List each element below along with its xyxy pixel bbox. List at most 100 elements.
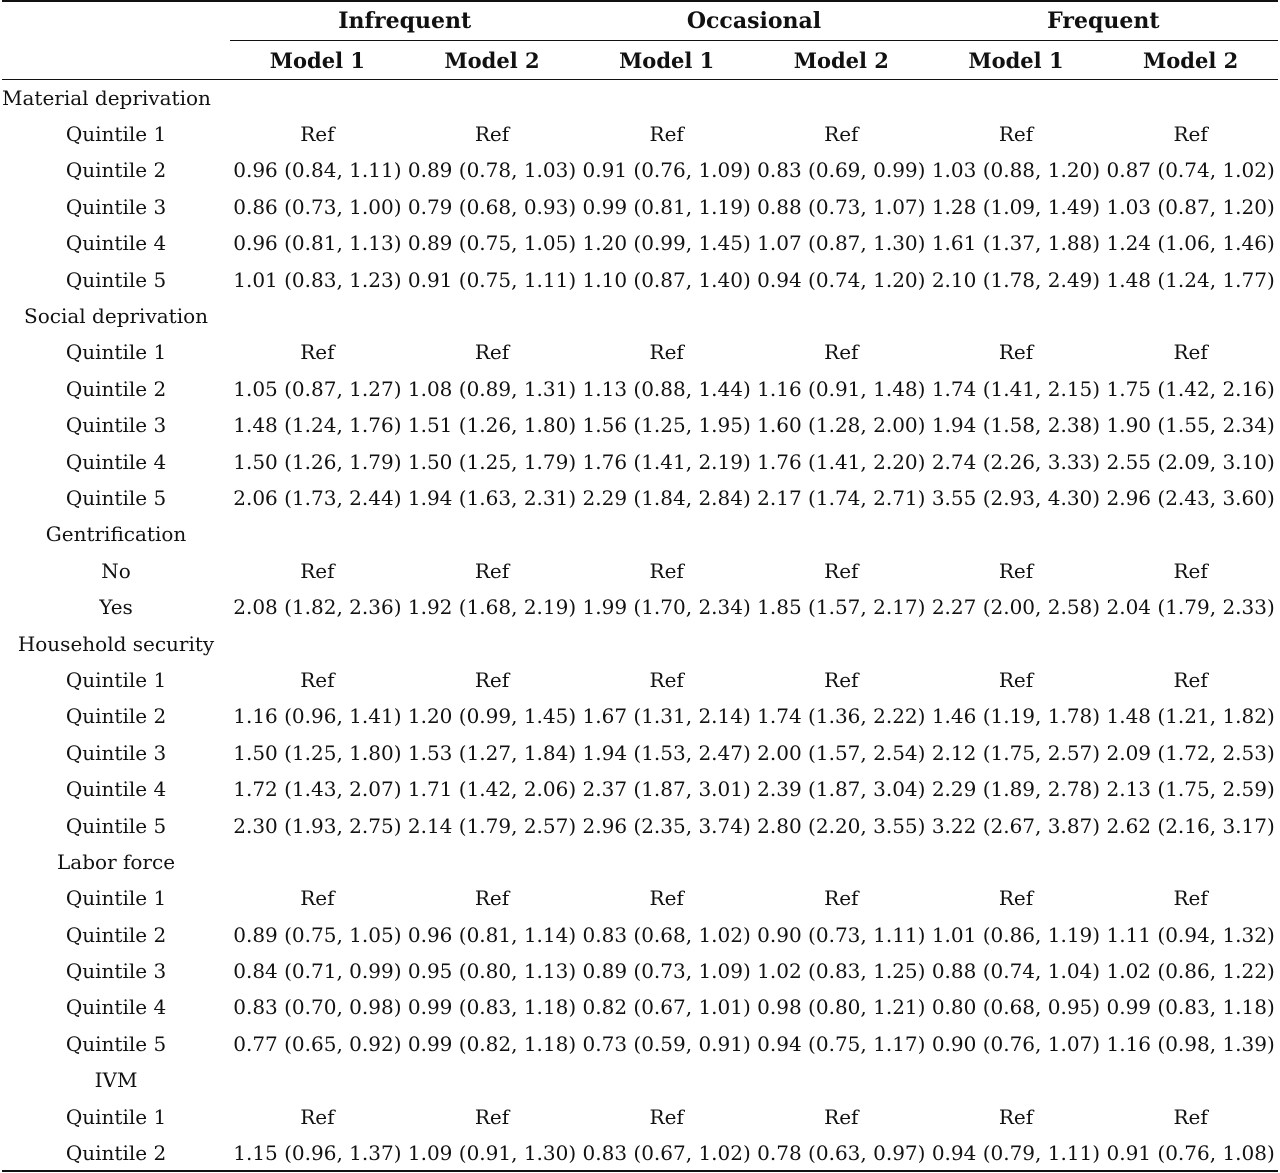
row-label: Quintile 3 (65, 740, 167, 765)
value-cell: 2.13 (1.75, 2.59) (1106, 777, 1275, 802)
value-cell: 2.12 (1.75, 2.57) (931, 740, 1101, 765)
table-row: Quintile 1 Ref Ref Ref Ref Ref Ref (2, 1098, 1278, 1134)
empty-cell (1103, 80, 1278, 116)
value-cell: 1.20 (0.99, 1.45) (582, 231, 751, 256)
value-cell: Ref (1173, 667, 1208, 692)
value-cell: 2.06 (1.73, 2.44) (233, 485, 402, 510)
empty-cell (929, 298, 1104, 334)
table-row: Quintile 3 0.84 (0.71, 0.99) 0.95 (0.80, 1… (2, 953, 1278, 989)
value-cell: 1.01 (0.86, 1.19) (931, 922, 1101, 947)
row-label: Quintile 1 (65, 667, 167, 692)
value-cell: 0.96 (0.81, 1.14) (407, 922, 577, 947)
empty-cell (230, 625, 405, 661)
value-cell: 2.55 (2.09, 3.10) (1106, 449, 1275, 474)
table-row: No Ref Ref Ref Ref Ref Ref (2, 553, 1278, 589)
value-cell: 2.17 (1.74, 2.71) (757, 485, 926, 510)
row-label: Quintile 4 (65, 449, 167, 474)
value-cell: 0.80 (0.68, 0.95) (931, 995, 1101, 1020)
model-header-row: Model 1 Model 2 Model 1 Model 2 Model 1 … (2, 41, 1278, 80)
value-cell: Ref (300, 340, 335, 365)
value-cell: Ref (824, 886, 859, 911)
corner-cell (2, 1, 230, 41)
value-cell: 1.92 (1.68, 2.19) (407, 595, 577, 620)
value-cell: Ref (1173, 558, 1208, 583)
section-label: Gentrification (45, 522, 187, 547)
value-cell: 0.91 (0.76, 1.09) (582, 158, 751, 183)
value-cell: 2.29 (1.84, 2.84) (582, 485, 751, 510)
row-label: Quintile 4 (65, 231, 167, 256)
empty-cell (754, 80, 929, 116)
value-cell: 2.09 (1.72, 2.53) (1106, 740, 1275, 765)
value-cell: 1.08 (0.89, 1.31) (407, 376, 577, 401)
section-label: Household security (17, 631, 215, 656)
value-cell: Ref (300, 1104, 335, 1129)
corner-cell (2, 41, 230, 80)
row-label: Quintile 1 (65, 340, 167, 365)
value-cell: 1.24 (1.06, 1.46) (1106, 231, 1275, 256)
value-cell: 1.71 (1.42, 2.06) (407, 777, 577, 802)
empty-cell (754, 516, 929, 552)
row-label: Quintile 3 (65, 413, 167, 438)
value-cell: 1.11 (0.94, 1.32) (1106, 922, 1275, 947)
value-cell: 0.86 (0.73, 1.00) (233, 194, 402, 219)
row-label: Yes (99, 595, 133, 620)
row-label: Quintile 1 (65, 122, 167, 147)
value-cell: 0.89 (0.75, 1.05) (407, 231, 577, 256)
table-row: Quintile 2 1.16 (0.96, 1.41) 1.20 (0.99, 1… (2, 698, 1278, 734)
value-cell: 1.72 (1.43, 2.07) (233, 777, 402, 802)
value-cell: 2.04 (1.79, 2.33) (1106, 595, 1275, 620)
empty-cell (405, 80, 580, 116)
value-cell: 0.99 (0.82, 1.18) (407, 1031, 577, 1056)
value-cell: 1.76 (1.41, 2.19) (582, 449, 751, 474)
section-label: IVM (94, 1068, 138, 1093)
value-cell: 1.48 (1.21, 1.82) (1106, 704, 1275, 729)
section-label: Material deprivation (2, 85, 211, 110)
table-row: Quintile 2 0.89 (0.75, 1.05) 0.96 (0.81, 1… (2, 916, 1278, 952)
value-cell: 1.16 (0.98, 1.39) (1106, 1031, 1275, 1056)
value-cell: 0.89 (0.78, 1.03) (407, 158, 577, 183)
value-cell: Ref (824, 122, 859, 147)
value-cell: 1.51 (1.26, 1.80) (407, 413, 577, 438)
empty-cell (1103, 516, 1278, 552)
value-cell: 0.84 (0.71, 0.99) (233, 959, 402, 984)
row-label: Quintile 2 (65, 376, 167, 401)
value-cell: 1.10 (0.87, 1.40) (582, 267, 751, 292)
value-cell: Ref (824, 558, 859, 583)
row-label: Quintile 1 (65, 886, 167, 911)
empty-cell (405, 844, 580, 880)
table-row: Yes 2.08 (1.82, 2.36) 1.92 (1.68, 2.19) 1.9… (2, 589, 1278, 625)
value-cell: 1.01 (0.83, 1.23) (233, 267, 402, 292)
value-cell: 1.07 (0.87, 1.30) (757, 231, 926, 256)
value-cell: Ref (474, 558, 510, 583)
value-cell: 0.88 (0.73, 1.07) (757, 194, 926, 219)
table-row: Quintile 5 0.77 (0.65, 0.92) 0.99 (0.82, 1… (2, 1026, 1278, 1062)
value-cell: 0.83 (0.69, 0.99) (757, 158, 926, 183)
value-cell: 0.94 (0.74, 1.20) (757, 267, 926, 292)
value-cell: Ref (1173, 122, 1208, 147)
row-label: Quintile 4 (65, 777, 167, 802)
value-cell: 0.88 (0.74, 1.04) (931, 959, 1101, 984)
row-label: No (101, 558, 131, 583)
empty-cell (230, 516, 405, 552)
section-row: Material deprivation (2, 80, 1278, 116)
row-label: Quintile 2 (65, 704, 167, 729)
value-cell: 1.50 (1.25, 1.79) (407, 449, 577, 474)
row-label: Quintile 5 (65, 1031, 167, 1056)
empty-cell (929, 844, 1104, 880)
model-header: Model 1 (968, 47, 1064, 73)
empty-cell (230, 1062, 405, 1098)
value-cell: 0.79 (0.68, 0.93) (407, 194, 577, 219)
table-row: Quintile 2 1.05 (0.87, 1.27) 1.08 (0.89, 1… (2, 371, 1278, 407)
value-cell: 1.99 (1.70, 2.34) (582, 595, 751, 620)
table-row: Quintile 4 0.96 (0.81, 1.13) 0.89 (0.75, 1… (2, 225, 1278, 261)
table-row: Quintile 5 1.01 (0.83, 1.23) 0.91 (0.75, 1… (2, 261, 1278, 297)
section-row: Gentrification (2, 516, 1278, 552)
value-cell: Ref (1173, 340, 1208, 365)
value-cell: 2.96 (2.43, 3.60) (1106, 485, 1275, 510)
section-row: IVM (2, 1062, 1278, 1098)
empty-cell (754, 298, 929, 334)
value-cell: 1.67 (1.31, 2.14) (582, 704, 751, 729)
value-cell: 0.91 (0.75, 1.11) (407, 267, 577, 292)
value-cell: Ref (649, 340, 684, 365)
